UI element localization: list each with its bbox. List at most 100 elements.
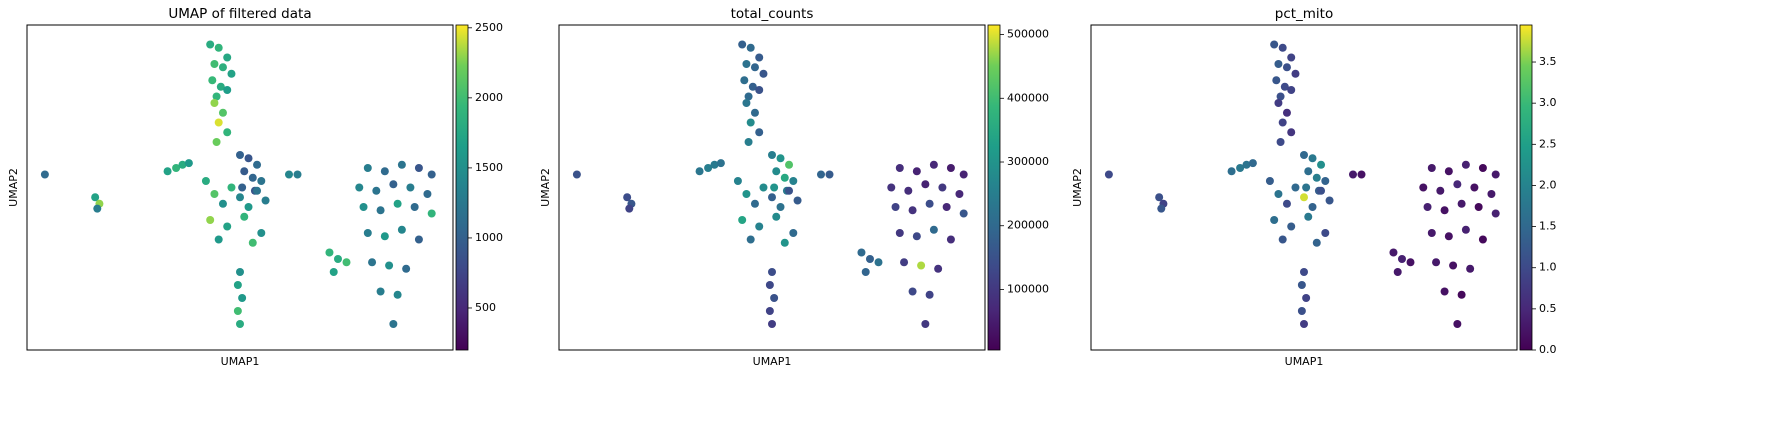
cell-point: [178, 160, 187, 169]
cell-point: [406, 183, 415, 192]
cell-point: [1291, 183, 1300, 192]
cell-point: [895, 229, 904, 237]
cell-point: [1270, 216, 1279, 224]
cell-point: [1300, 320, 1308, 328]
cell-point: [233, 307, 242, 315]
cell-point: [342, 258, 351, 267]
cell-point: [240, 167, 249, 176]
cell-point: [755, 86, 764, 94]
cell-point: [236, 320, 244, 328]
cell-point: [1357, 170, 1366, 179]
cell-point: [1453, 180, 1462, 189]
colorbar-tick-label: 2.0: [1539, 178, 1557, 191]
cell-point: [925, 199, 934, 208]
cell-point: [1427, 164, 1436, 172]
cell-point: [355, 183, 364, 192]
cell-point: [236, 193, 244, 202]
cell-point: [393, 290, 402, 299]
chart-title: UMAP of filtered data: [168, 6, 311, 22]
cell-point: [236, 268, 244, 276]
cell-point: [223, 53, 232, 62]
cell-point: [227, 183, 236, 192]
cell-point: [1265, 177, 1274, 185]
cell-point: [1474, 203, 1483, 211]
cell-point: [1432, 258, 1441, 267]
cell-point: [755, 53, 764, 62]
cell-point: [904, 186, 913, 195]
cell-point: [1453, 320, 1462, 328]
cell-point: [765, 307, 774, 315]
cell-point: [955, 190, 964, 198]
cell-point: [1274, 190, 1283, 198]
x-axis-label: UMAP1: [753, 355, 792, 368]
cell-point: [959, 209, 968, 218]
cell-point: [410, 203, 419, 211]
cell-point: [227, 69, 236, 78]
cell-point: [427, 170, 436, 179]
cell-point: [746, 118, 755, 127]
cell-point: [750, 199, 759, 208]
cell-point: [284, 170, 293, 179]
cell-point: [184, 159, 193, 168]
cell-point: [240, 212, 249, 221]
cell-point: [1308, 154, 1317, 163]
cell-point: [1282, 199, 1291, 208]
cell-point: [865, 255, 874, 263]
cell-point: [891, 203, 900, 211]
cell-point: [861, 268, 870, 276]
cell-point: [1155, 193, 1164, 202]
cell-point: [1300, 193, 1308, 202]
cell-point: [738, 40, 747, 49]
cell-point: [1491, 170, 1500, 179]
cell-point: [742, 99, 751, 107]
cell-point: [770, 294, 779, 302]
cell-point: [91, 193, 100, 202]
cell-point: [1491, 209, 1500, 218]
cell-point: [755, 128, 764, 137]
cell-point: [776, 203, 785, 211]
cell-point: [1397, 255, 1406, 263]
cell-point: [746, 43, 755, 52]
cell-point: [427, 209, 436, 218]
colorbar-tick-label: 0.0: [1539, 343, 1557, 356]
cell-point: [625, 204, 634, 213]
cell-point: [780, 173, 789, 182]
cell-point: [216, 82, 225, 91]
cell-point: [329, 268, 338, 276]
cell-point: [1457, 290, 1466, 299]
cell-point: [380, 232, 389, 241]
cell-point: [942, 203, 951, 211]
cell-point: [710, 160, 719, 169]
cell-point: [1444, 232, 1453, 241]
cell-point: [40, 170, 49, 179]
cell-point: [363, 164, 372, 172]
cell-point: [1478, 235, 1487, 244]
cell-point: [908, 287, 917, 296]
cell-point: [333, 255, 342, 263]
cell-point: [93, 204, 102, 213]
cell-point: [1300, 268, 1308, 276]
cell-point: [206, 216, 215, 224]
cell-point: [776, 154, 785, 163]
cell-point: [244, 203, 253, 211]
x-axis-label: UMAP1: [221, 355, 260, 368]
cell-point: [1348, 170, 1357, 179]
cell-point: [1274, 99, 1283, 107]
colorbar-tick-label: 1000: [475, 231, 503, 244]
cell-point: [1444, 167, 1453, 176]
cell-point: [1157, 204, 1166, 213]
cell-point: [1270, 40, 1279, 49]
cell-point: [210, 190, 219, 198]
cell-point: [208, 76, 217, 85]
cell-point: [921, 180, 930, 189]
cell-point: [389, 180, 398, 189]
cell-point: [1304, 212, 1313, 221]
cell-point: [1297, 281, 1306, 289]
cell-point: [785, 186, 794, 195]
y-axis-label: UMAP2: [539, 168, 552, 207]
cell-point: [233, 281, 242, 289]
cell-point: [750, 108, 759, 117]
cell-point: [1423, 203, 1432, 211]
cell-point: [359, 203, 368, 211]
cell-point: [385, 261, 394, 270]
